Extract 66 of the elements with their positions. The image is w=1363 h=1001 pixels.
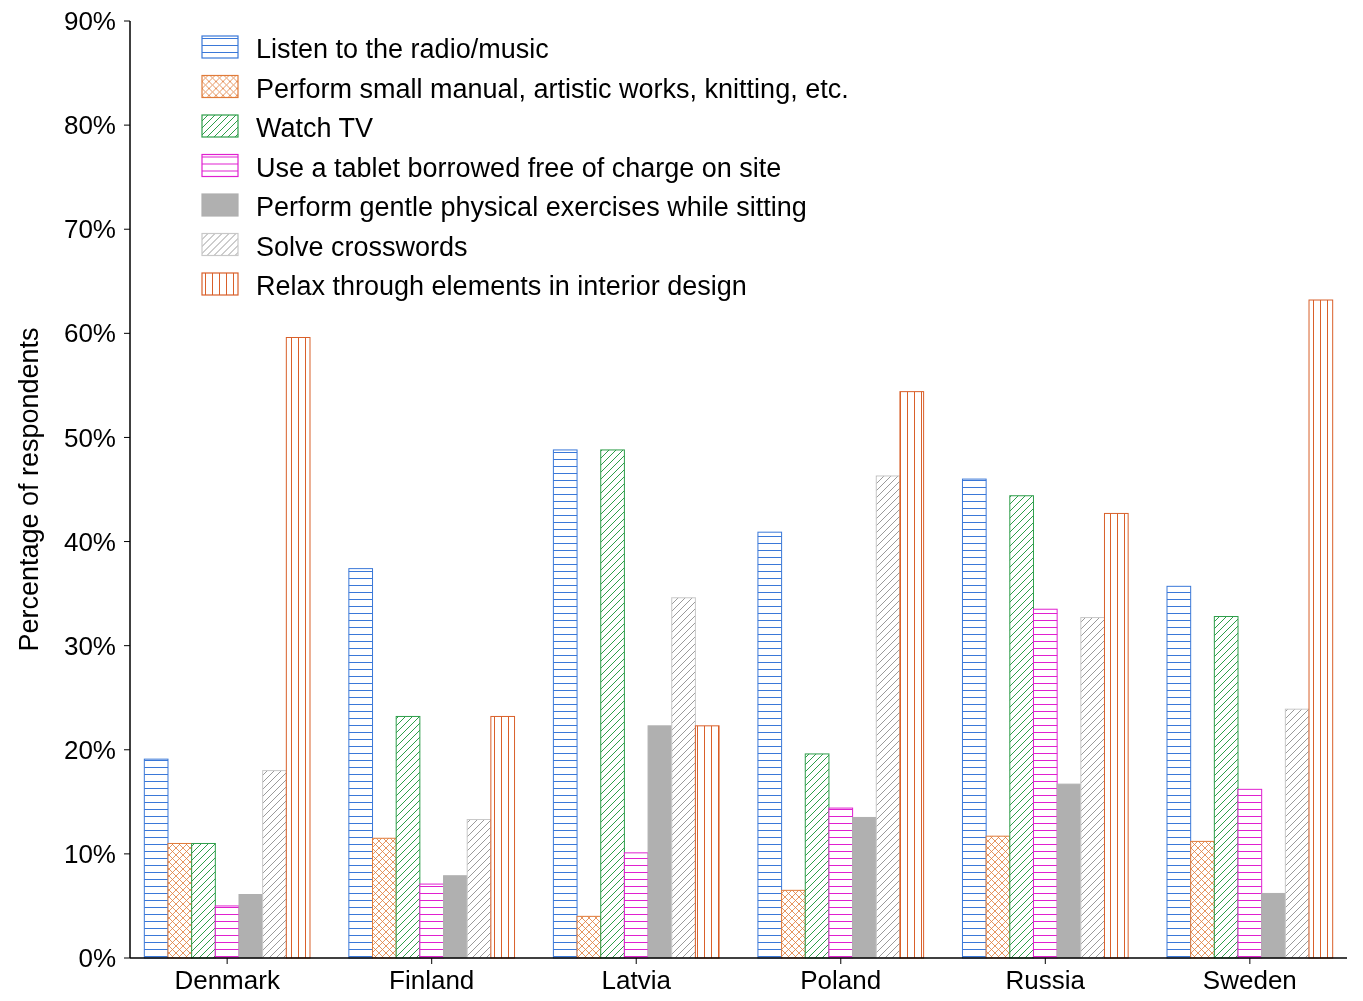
bar <box>804 753 830 959</box>
legend-label: Use a tablet borrowed free of charge on site <box>256 152 782 183</box>
x-tick-label: Latvia <box>601 965 672 995</box>
bar <box>694 725 720 959</box>
bar <box>143 758 169 959</box>
bar <box>1032 608 1058 959</box>
bar <box>875 475 901 959</box>
bar <box>985 835 1011 959</box>
bar <box>466 819 492 959</box>
bar <box>372 837 397 959</box>
bar <box>600 449 625 959</box>
bar <box>757 531 783 959</box>
x-tick-label: Poland <box>800 965 882 995</box>
y-tick-label: 30% <box>63 630 116 661</box>
bar <box>167 842 193 959</box>
y-tick-label: 10% <box>63 838 116 869</box>
bar <box>899 391 925 959</box>
bar <box>1213 616 1239 959</box>
bar <box>1308 299 1334 959</box>
bar <box>647 725 673 959</box>
bar <box>238 893 264 959</box>
legend-label: Perform small manual, artistic works, knitting, etc. <box>256 73 849 104</box>
legend-label: Solve crosswords <box>256 231 468 262</box>
bar <box>419 883 445 959</box>
bar <box>1056 783 1082 959</box>
bar <box>285 337 311 959</box>
bar <box>1009 495 1034 959</box>
bar <box>1080 617 1105 959</box>
x-tick-label: Denmark <box>174 965 281 995</box>
legend-label: Watch TV <box>256 113 374 144</box>
y-tick-label: 80% <box>63 110 116 141</box>
bar <box>852 816 877 959</box>
bar <box>1166 585 1192 959</box>
bar <box>1284 708 1310 959</box>
bar <box>576 915 602 959</box>
bar <box>552 449 578 959</box>
y-tick-label: 60% <box>63 318 116 349</box>
bar <box>348 568 374 959</box>
legend-label: Listen to the radio/music <box>256 34 549 65</box>
bar <box>1103 512 1129 959</box>
x-tick-label: Russia <box>1005 965 1086 995</box>
bar <box>490 715 516 959</box>
bar <box>395 715 421 959</box>
bar <box>623 852 649 959</box>
bar <box>262 770 287 959</box>
y-tick-label: 90% <box>63 6 116 37</box>
bar <box>781 889 806 959</box>
bar <box>214 905 240 959</box>
y-tick-label: 50% <box>63 422 116 453</box>
y-tick-label: 40% <box>63 526 116 557</box>
x-tick-label: Sweden <box>1202 965 1297 995</box>
bar <box>191 842 216 959</box>
bar <box>961 478 987 959</box>
legend-label: Perform gentle physical exercises while sitting <box>256 192 807 223</box>
legend-label: Relax through elements in interior design <box>256 271 747 302</box>
y-tick-label: 70% <box>63 214 116 245</box>
y-tick-label: 0% <box>78 943 116 974</box>
bar <box>828 807 854 959</box>
bar <box>1261 892 1286 959</box>
bar <box>1237 788 1263 959</box>
y-tick-label: 20% <box>63 734 116 765</box>
bar <box>671 597 696 959</box>
y-axis-title: Percentage of respondents <box>14 327 44 652</box>
x-tick-label: Finland <box>389 965 475 995</box>
bar <box>443 875 468 959</box>
bar <box>1190 840 1215 959</box>
